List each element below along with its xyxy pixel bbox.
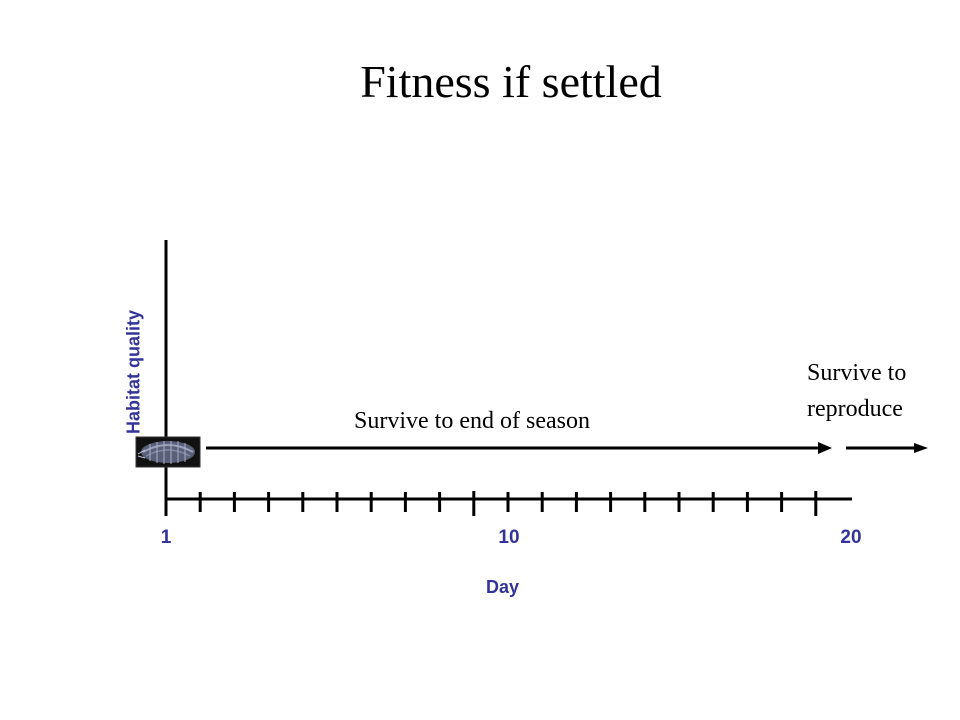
page-title: Fitness if settled (360, 56, 662, 107)
x-tick-label-1: 1 (160, 527, 172, 548)
reproduce-arrow-head (914, 443, 928, 453)
season-arrow-head (818, 442, 832, 454)
x-axis-ticks (164, 491, 818, 516)
survive-reproduce-label-line1: Survive to (807, 360, 907, 386)
x-tick-label-20: 20 (840, 527, 862, 548)
isopod-icon (135, 436, 201, 468)
survive-season-label: Survive to end of season (354, 408, 590, 434)
y-axis-label: Habitat quality (123, 309, 144, 435)
survive-reproduce-label-line2: reproduce (807, 396, 903, 422)
x-tick-label-10: 10 (498, 527, 520, 548)
x-axis-label: Day (486, 577, 520, 597)
